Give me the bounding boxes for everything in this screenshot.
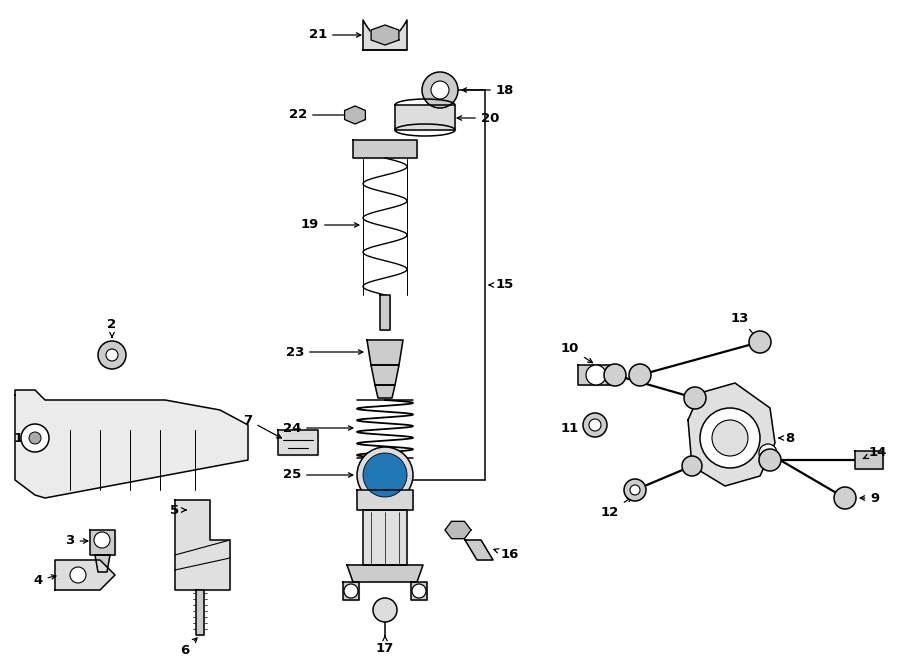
Polygon shape xyxy=(55,560,115,590)
Text: 21: 21 xyxy=(309,28,361,42)
Polygon shape xyxy=(688,383,775,486)
Polygon shape xyxy=(395,105,455,130)
Circle shape xyxy=(629,364,651,386)
Polygon shape xyxy=(363,510,407,565)
Polygon shape xyxy=(353,140,417,158)
Text: 23: 23 xyxy=(286,346,363,358)
Text: 9: 9 xyxy=(860,492,879,504)
Circle shape xyxy=(431,81,449,99)
Polygon shape xyxy=(345,106,365,124)
Polygon shape xyxy=(371,25,399,45)
Circle shape xyxy=(29,432,41,444)
Polygon shape xyxy=(855,451,883,469)
Circle shape xyxy=(70,567,86,583)
Circle shape xyxy=(357,447,413,503)
Polygon shape xyxy=(363,20,407,50)
Text: 5: 5 xyxy=(170,504,186,516)
Text: 7: 7 xyxy=(243,414,282,438)
Text: 2: 2 xyxy=(107,319,117,337)
Polygon shape xyxy=(411,582,427,600)
Circle shape xyxy=(834,487,856,509)
Text: 8: 8 xyxy=(779,432,795,444)
Polygon shape xyxy=(90,530,115,555)
Circle shape xyxy=(586,365,606,385)
Circle shape xyxy=(367,457,403,493)
Circle shape xyxy=(373,598,397,622)
Text: 4: 4 xyxy=(33,574,56,586)
Circle shape xyxy=(422,72,458,108)
Text: 6: 6 xyxy=(180,638,197,656)
Circle shape xyxy=(682,456,702,476)
Circle shape xyxy=(712,420,748,456)
Polygon shape xyxy=(95,555,110,572)
Text: 22: 22 xyxy=(289,108,363,122)
Circle shape xyxy=(98,341,126,369)
Circle shape xyxy=(630,485,640,495)
Polygon shape xyxy=(445,522,471,539)
Text: 25: 25 xyxy=(283,469,353,481)
Polygon shape xyxy=(278,430,318,455)
Text: 13: 13 xyxy=(731,311,757,339)
Circle shape xyxy=(412,584,426,598)
Polygon shape xyxy=(357,490,413,510)
Polygon shape xyxy=(578,365,615,385)
Circle shape xyxy=(583,413,607,437)
Polygon shape xyxy=(175,500,230,590)
Circle shape xyxy=(94,532,110,548)
Polygon shape xyxy=(375,385,395,398)
Circle shape xyxy=(344,584,358,598)
Text: 10: 10 xyxy=(561,342,592,363)
Text: 12: 12 xyxy=(601,497,632,518)
Polygon shape xyxy=(371,365,399,385)
Text: 20: 20 xyxy=(457,112,500,124)
Text: 19: 19 xyxy=(301,219,359,231)
Text: 14: 14 xyxy=(863,446,887,459)
Circle shape xyxy=(759,449,781,471)
Circle shape xyxy=(624,479,646,501)
Polygon shape xyxy=(343,582,359,600)
Circle shape xyxy=(21,424,49,452)
Circle shape xyxy=(700,408,760,468)
Text: 1: 1 xyxy=(14,432,31,444)
Circle shape xyxy=(604,364,626,386)
Circle shape xyxy=(589,419,601,431)
Text: 24: 24 xyxy=(283,422,353,434)
Circle shape xyxy=(363,453,407,497)
Polygon shape xyxy=(465,540,493,560)
Text: 11: 11 xyxy=(561,422,592,434)
Polygon shape xyxy=(380,295,390,330)
Polygon shape xyxy=(196,590,204,635)
Circle shape xyxy=(759,444,777,462)
Text: 18: 18 xyxy=(463,83,514,97)
Text: 17: 17 xyxy=(376,636,394,654)
Text: 3: 3 xyxy=(66,535,88,547)
Text: 15: 15 xyxy=(490,278,514,292)
Polygon shape xyxy=(15,390,248,498)
Circle shape xyxy=(749,331,771,353)
Text: 16: 16 xyxy=(494,549,519,561)
Circle shape xyxy=(684,387,706,409)
Circle shape xyxy=(106,349,118,361)
Polygon shape xyxy=(367,340,403,365)
Polygon shape xyxy=(347,565,423,582)
